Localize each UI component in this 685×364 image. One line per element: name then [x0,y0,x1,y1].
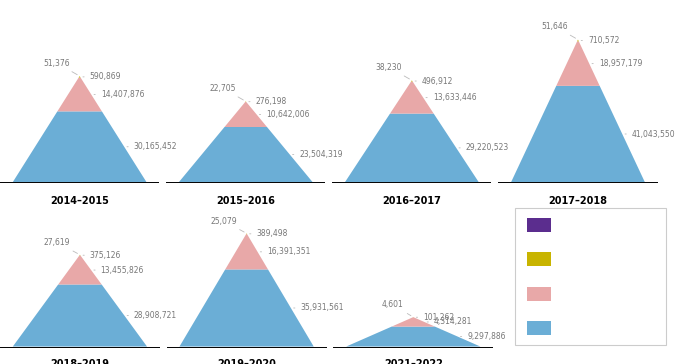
Text: 13,633,446: 13,633,446 [426,93,476,102]
Text: 9,297,886: 9,297,886 [460,332,506,341]
Text: 375,126: 375,126 [83,251,121,260]
Text: 2017–2018: 2017–2018 [549,196,608,206]
Polygon shape [179,269,314,347]
Bar [527,218,551,232]
Text: 389,498: 389,498 [249,229,288,238]
Polygon shape [225,234,268,269]
Text: Illnesses: Illnesses [565,324,604,333]
Text: 2021–2022: 2021–2022 [384,359,443,364]
Polygon shape [556,41,599,86]
Text: 2018–2019: 2018–2019 [51,359,110,364]
Polygon shape [411,80,412,82]
Text: 2015–2016: 2015–2016 [216,196,275,206]
Text: 16,391,351: 16,391,351 [260,247,310,256]
Text: 18,957,179: 18,957,179 [592,59,642,68]
Text: 276,198: 276,198 [249,97,287,106]
Polygon shape [225,102,267,127]
Text: 4,601: 4,601 [382,300,411,316]
Polygon shape [79,76,81,78]
Text: 14,407,876: 14,407,876 [94,90,145,99]
Polygon shape [577,40,579,41]
Text: 101,262: 101,262 [416,313,454,322]
Text: 41,043,550: 41,043,550 [625,130,675,138]
Polygon shape [345,114,479,182]
Text: 22,705: 22,705 [210,84,243,100]
Text: 710,572: 710,572 [581,36,619,45]
Text: 13,455,826: 13,455,826 [94,266,144,274]
Text: 30,165,452: 30,165,452 [127,142,177,151]
Polygon shape [58,256,101,285]
Bar [527,321,551,335]
Text: 2019–2020: 2019–2020 [217,359,276,364]
Text: Medical visits: Medical visits [565,289,626,298]
Polygon shape [390,82,434,114]
Text: 51,376: 51,376 [43,59,77,75]
Text: 590,869: 590,869 [83,72,121,82]
Text: 27,619: 27,619 [44,238,77,253]
FancyBboxPatch shape [515,207,666,345]
Polygon shape [13,111,147,182]
Polygon shape [13,285,147,347]
Text: Hospitalizations: Hospitalizations [565,255,637,264]
Text: Deaths: Deaths [565,220,597,229]
Polygon shape [511,86,645,182]
Text: 28,908,721: 28,908,721 [127,311,177,320]
Bar [527,252,551,266]
Bar [527,286,551,301]
Text: 51,646: 51,646 [542,22,575,38]
Text: 35,931,561: 35,931,561 [294,304,344,312]
Text: 38,230: 38,230 [376,63,410,79]
Text: 2016–2017: 2016–2017 [382,196,441,206]
Text: 25,079: 25,079 [210,217,244,232]
Text: 496,912: 496,912 [415,76,453,86]
Text: 10,642,006: 10,642,006 [260,110,310,119]
Text: 29,220,523: 29,220,523 [459,143,509,153]
Polygon shape [392,317,435,327]
Text: 23,504,319: 23,504,319 [292,150,343,159]
Text: 4,314,281: 4,314,281 [427,317,473,327]
Polygon shape [346,327,480,347]
Text: 2014–2015: 2014–2015 [50,196,109,206]
Polygon shape [246,233,247,234]
Polygon shape [179,127,312,182]
Polygon shape [58,78,102,111]
Polygon shape [79,255,81,256]
